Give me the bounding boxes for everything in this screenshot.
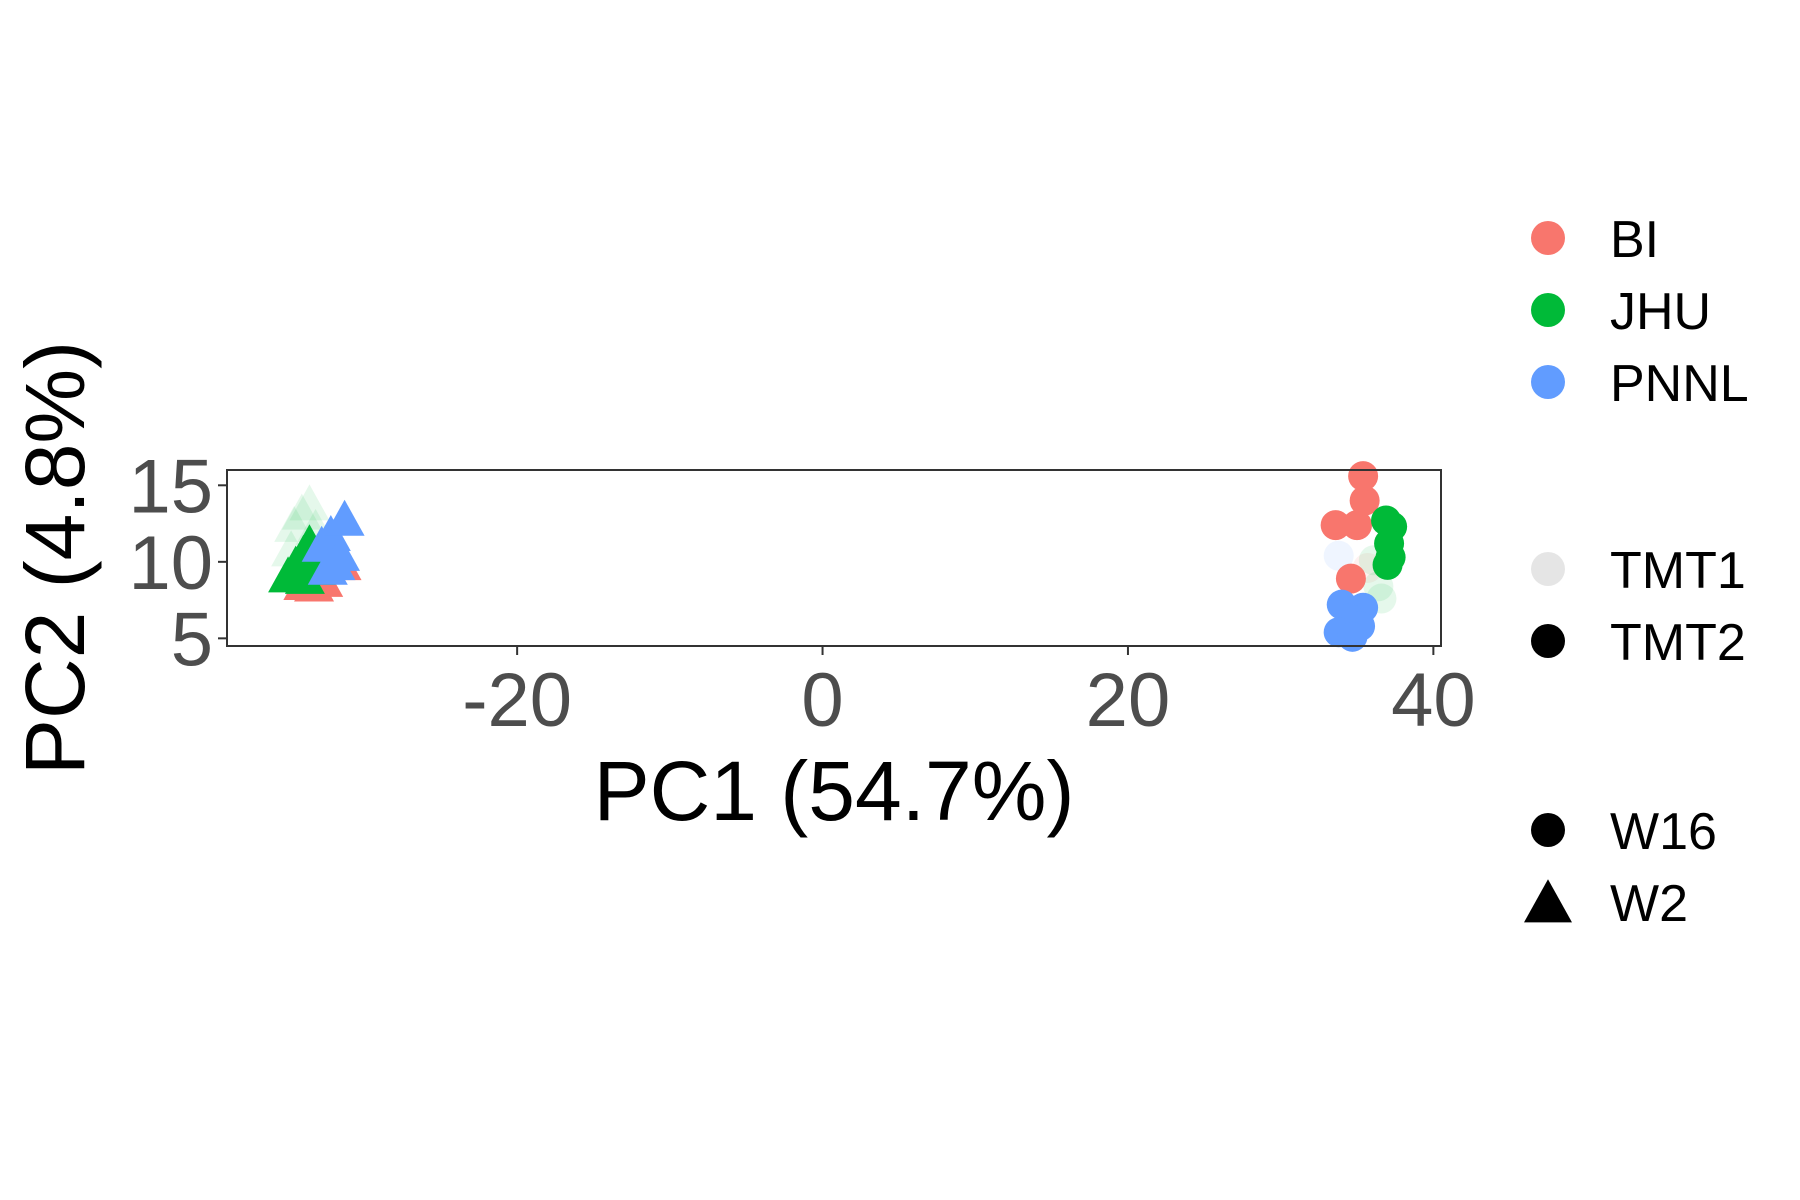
legend-key [1531, 293, 1565, 327]
legend-label: W2 [1610, 875, 1688, 933]
data-point [1337, 621, 1368, 652]
data-point [1372, 549, 1403, 580]
legend-label: JHU [1610, 283, 1711, 341]
x-tick-label: 20 [1086, 658, 1171, 743]
legend-label: PNNL [1610, 355, 1749, 413]
legend-key [1531, 813, 1565, 847]
y-tick-label: 10 [128, 521, 213, 606]
plot-border [226, 469, 1442, 647]
data-point [1349, 485, 1380, 516]
x-tick-label: -20 [462, 658, 572, 743]
legend-label: TMT2 [1610, 614, 1746, 672]
data-point [1320, 510, 1351, 541]
y-tick-label: 5 [171, 597, 213, 682]
data-point [315, 544, 356, 581]
data-point [1323, 540, 1354, 571]
legend-key [1531, 221, 1565, 255]
y-axis-title: PC2 (4.8%) [8, 341, 102, 775]
legend-label: TMT1 [1610, 542, 1746, 600]
data-point [1348, 461, 1379, 492]
legend-batch: TMT1 TMT2 [1531, 542, 1746, 672]
data-point [281, 493, 322, 530]
plot-area [226, 461, 1442, 652]
data-point [1371, 505, 1402, 536]
x-axis-ticks: -20 0 20 40 [462, 646, 1476, 743]
data-point [1342, 510, 1373, 541]
legend-key [1524, 879, 1572, 923]
legend-site: BI JHU PNNL [1531, 211, 1749, 413]
plot-panel [227, 470, 1441, 646]
legend-key [1531, 552, 1565, 586]
x-axis-title: PC1 (54.7%) [594, 744, 1075, 838]
data-point [289, 484, 330, 521]
legend-key [1531, 365, 1565, 399]
data-point [324, 499, 365, 536]
x-tick-label: 40 [1391, 658, 1476, 743]
y-tick-label: 15 [128, 444, 213, 529]
x-tick-label: 0 [801, 658, 843, 743]
data-point [1335, 563, 1366, 594]
data-point [274, 505, 315, 542]
data-points [268, 461, 1408, 652]
legend-label: BI [1610, 211, 1659, 269]
legend-key [1531, 624, 1565, 658]
legend-label: W16 [1610, 803, 1717, 861]
